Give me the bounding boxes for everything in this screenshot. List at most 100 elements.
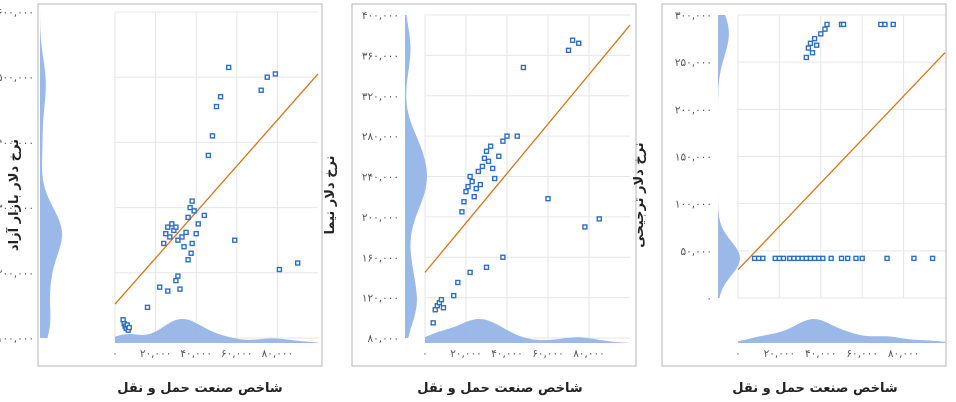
data-point: [565, 47, 572, 54]
data-point: [471, 193, 477, 200]
data-point: [477, 181, 484, 188]
data-point: [213, 103, 220, 110]
data-point: [487, 143, 494, 149]
data-point: [500, 138, 506, 144]
data-point: [169, 221, 175, 227]
gridlines: [424, 14, 630, 339]
y-tick-label: ۳۶۰,۰۰۰: [362, 50, 399, 62]
data-point: [776, 255, 783, 262]
data-point: [193, 230, 199, 237]
x-marginal-density: [425, 319, 630, 343]
data-point: [201, 212, 208, 219]
y-tick-label: ۱۵۰,۰۰۰: [675, 152, 712, 164]
y-axis-label: نرخ دلار ترجیحی: [632, 142, 647, 247]
data-point: [463, 188, 469, 195]
data-point: [189, 198, 195, 204]
data-point: [500, 254, 506, 260]
chart-frame: [661, 3, 947, 367]
data-point: [156, 284, 163, 290]
trend-line: [424, 24, 631, 273]
data-point: [520, 64, 527, 71]
x-tick-label: ۰: [112, 348, 118, 360]
data-point: [126, 324, 132, 331]
data-point: [809, 50, 816, 56]
chart-panel-3: ۰ ۵۰,۰۰۰ ۱۰۰,۰۰۰ ۱۵۰,۰۰۰ ۲۰۰,۰۰۰ ۲۵۰,۰۰۰ ۳۰۰,۰…: [632, 3, 947, 396]
data-point: [209, 133, 216, 139]
data-point: [807, 255, 814, 262]
x-marginal-density: [738, 319, 945, 343]
data-point: [816, 255, 822, 262]
x-tick-label: ۶۰,۰۰۰: [532, 348, 564, 360]
data-point: [489, 165, 496, 172]
data-point: [859, 255, 865, 262]
y-tick-label: ۴۰۰,۰۰۰: [362, 10, 399, 22]
y-tick-label: ۱۰۰,۰۰۰: [0, 333, 34, 345]
y-tick-label: ۵۰,۰۰۰: [680, 246, 712, 258]
data-point: [264, 74, 270, 80]
data-point: [780, 255, 787, 262]
x-tick-label: ۴۰,۰۰۰: [491, 348, 523, 360]
chart-panel-2: ۸۰,۰۰۰ ۱۲۰,۰۰۰ ۱۶۰,۰۰۰ ۲۰۰,۰۰۰ ۲۴۰,۰۰۰ ۲۸۰,۰۰…: [323, 3, 637, 396]
data-point: [795, 255, 801, 262]
y-axis-label: نرخ دلار بازار آزاد: [5, 139, 22, 251]
data-point: [144, 304, 151, 311]
y-tick-label: ۶۰۰,۰۰۰: [0, 7, 34, 19]
data-point: [181, 244, 187, 250]
y-tick-label: ۵۰۰,۰۰۰: [0, 72, 34, 84]
data-point: [165, 288, 171, 294]
data-point: [890, 21, 896, 28]
gridlines: [737, 14, 945, 299]
data-point: [514, 133, 520, 139]
data-point: [459, 209, 465, 215]
data-point: [483, 264, 490, 271]
data-point: [828, 255, 834, 262]
data-point: [163, 230, 169, 237]
data-point: [504, 133, 510, 139]
data-point: [840, 21, 847, 28]
data-point: [582, 224, 588, 230]
data-point: [440, 305, 447, 311]
data-point: [276, 266, 283, 273]
data-point: [161, 240, 167, 247]
data-point: [799, 255, 805, 262]
y-tick-label: ۳۰۰,۰۰۰: [0, 203, 34, 215]
data-point: [878, 21, 884, 28]
data-point: [173, 224, 179, 230]
data-point: [822, 26, 828, 32]
y-axis-label: نرخ دلار نیما: [323, 155, 338, 234]
data-point: [467, 269, 473, 276]
x-tick-label: ۶۰,۰۰۰: [846, 348, 878, 360]
data-point: [791, 255, 797, 262]
trend-line: [737, 52, 946, 271]
data-point: [492, 175, 498, 182]
data-point: [805, 45, 812, 51]
data-point: [183, 229, 189, 236]
data-point: [545, 196, 551, 202]
data-point: [481, 155, 488, 162]
scatter-points: [120, 64, 301, 333]
data-point: [803, 54, 810, 61]
chart-frame: [37, 3, 323, 367]
data-point: [496, 153, 502, 160]
data-point: [811, 35, 818, 42]
x-tick-label: ۰: [735, 348, 741, 360]
data-point: [188, 250, 194, 256]
data-point: [173, 277, 179, 284]
data-point: [911, 255, 917, 262]
data-point: [465, 183, 471, 190]
data-point: [191, 208, 197, 214]
data-point: [845, 255, 851, 262]
data-point: [882, 21, 888, 28]
data-point: [772, 255, 778, 262]
data-point: [485, 158, 492, 165]
y-marginal-density: [40, 12, 62, 338]
data-point: [596, 216, 602, 222]
x-tick-label: ۲۰,۰۰۰: [764, 348, 796, 360]
data-point: [929, 255, 936, 262]
gridlines: [114, 11, 318, 339]
data-point: [475, 168, 481, 175]
data-point: [451, 292, 457, 299]
x-marginal-density: [115, 319, 318, 343]
trend-line: [114, 73, 319, 305]
